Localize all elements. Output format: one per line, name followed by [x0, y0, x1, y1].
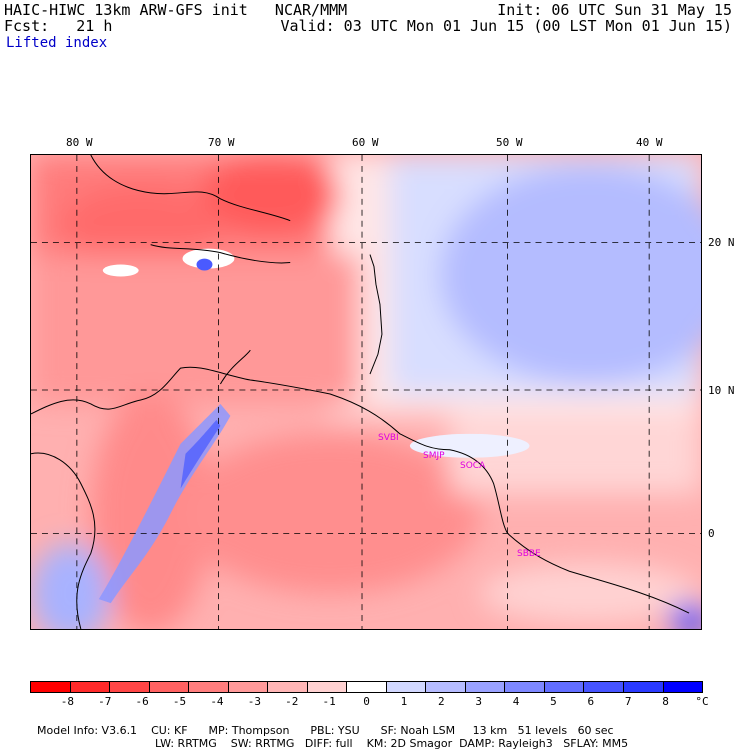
colorbar-swatch: [31, 682, 71, 692]
sw-scheme: SW: RRTMG: [230, 737, 295, 750]
grid-spacing: 13 km: [472, 724, 508, 737]
colorbar-swatch: [544, 682, 585, 692]
station-soca: SOCA: [460, 461, 486, 471]
colorbar-tick-label: 8: [662, 695, 669, 708]
colorbar-swatch: [505, 682, 545, 692]
sflay-scheme: SFLAY: MM5: [563, 737, 629, 750]
colorbar-tick-label: 0: [363, 695, 370, 708]
colorbar-tick-label: 3: [475, 695, 482, 708]
colorbar-tick-label: -8: [60, 695, 74, 708]
km-option: KM: 2D Smagor: [366, 737, 453, 750]
field-name: Lifted index: [6, 35, 108, 51]
colorbar-tick-label: -1: [322, 695, 336, 708]
colorbar: [30, 681, 703, 693]
model-info-line2: LW: RRTMG SW: RRTMG DIFF: full KM: 2D Sm…: [148, 724, 628, 750]
colorbar-tick-label: -3: [247, 695, 261, 708]
init-time: Init: 06 UTC Sun 31 May 15: [497, 1, 732, 19]
lat-label-10n: 10 N: [708, 384, 735, 397]
valid-time: Valid: 03 UTC Mon 01 Jun 15 (00 LST Mon …: [280, 17, 732, 35]
lifted-index-map: [30, 154, 702, 630]
colorbar-swatch: [663, 682, 703, 692]
colorbar-swatch: [70, 682, 111, 692]
microphysics-scheme: MP: Thompson: [208, 724, 290, 737]
vertical-levels: 51 levels: [517, 724, 568, 737]
cumulus-scheme: CU: KF: [151, 724, 188, 737]
station-smjp: SMJP: [423, 451, 445, 461]
colorbar-tick-label: 7: [624, 695, 632, 708]
lat-label-20n: 20 N: [708, 236, 735, 249]
station-sbbe: SBBE: [517, 549, 541, 559]
surface-scheme: SF: Noah LSM: [380, 724, 456, 737]
lon-label-70w: 70 W: [208, 136, 235, 149]
colorbar-tick-label: -6: [135, 695, 149, 708]
colorbar-swatch: [307, 682, 348, 692]
colorbar-tick-label: -5: [172, 695, 187, 708]
colorbar-tick-label: 6: [587, 695, 595, 708]
colorbar-swatch: [149, 682, 190, 692]
model-info-line1: Model Info: V3.6.1 CU: KF MP: Thompson P…: [30, 711, 614, 737]
colorbar-tick-label: 1: [400, 695, 408, 708]
lon-label-80w: 80 W: [66, 136, 93, 149]
colorbar-tick-label: 2: [437, 695, 445, 708]
forecast-hour: Fcst: 21 h: [4, 17, 113, 35]
diffusion: DIFF: full: [304, 737, 353, 750]
damping: DAMP: Rayleigh3: [459, 737, 553, 750]
colorbar-swatch: [189, 682, 229, 692]
colorbar-swatch: [623, 682, 664, 692]
colorbar-tick-label: 4: [512, 695, 520, 708]
colorbar-tick-label: -4: [210, 695, 224, 708]
colorbar-swatch: [584, 682, 624, 692]
colorbar-tick-label: -2: [285, 695, 299, 708]
lw-scheme: LW: RRTMG: [155, 737, 217, 750]
colorbar-tick-label: 5: [550, 695, 557, 708]
colorbar-swatch: [228, 682, 269, 692]
colorbar-swatch: [465, 682, 506, 692]
lon-label-40w: 40 W: [636, 136, 663, 149]
pbl-scheme: PBL: YSU: [310, 724, 360, 737]
title-line1-left: HAIC-HIWC 13km ARW-GFS init NCAR/MMM: [4, 1, 348, 19]
colorbar-swatch: [426, 682, 466, 692]
model-version: Model Info: V3.6.1: [37, 724, 138, 737]
colorbar-swatch: [268, 682, 308, 692]
station-svbi: SVBI: [378, 433, 399, 443]
time-step: 60 sec: [577, 724, 614, 737]
colorbar-swatch: [347, 682, 387, 692]
colorbar-swatch: [386, 682, 427, 692]
lon-label-60w: 60 W: [352, 136, 379, 149]
colorbar-swatch: [110, 682, 150, 692]
colorbar-tick-label: -7: [98, 695, 112, 708]
lat-label-0: 0: [708, 527, 715, 540]
lon-label-50w: 50 W: [496, 136, 523, 149]
colorbar-unit: °C: [695, 695, 709, 708]
